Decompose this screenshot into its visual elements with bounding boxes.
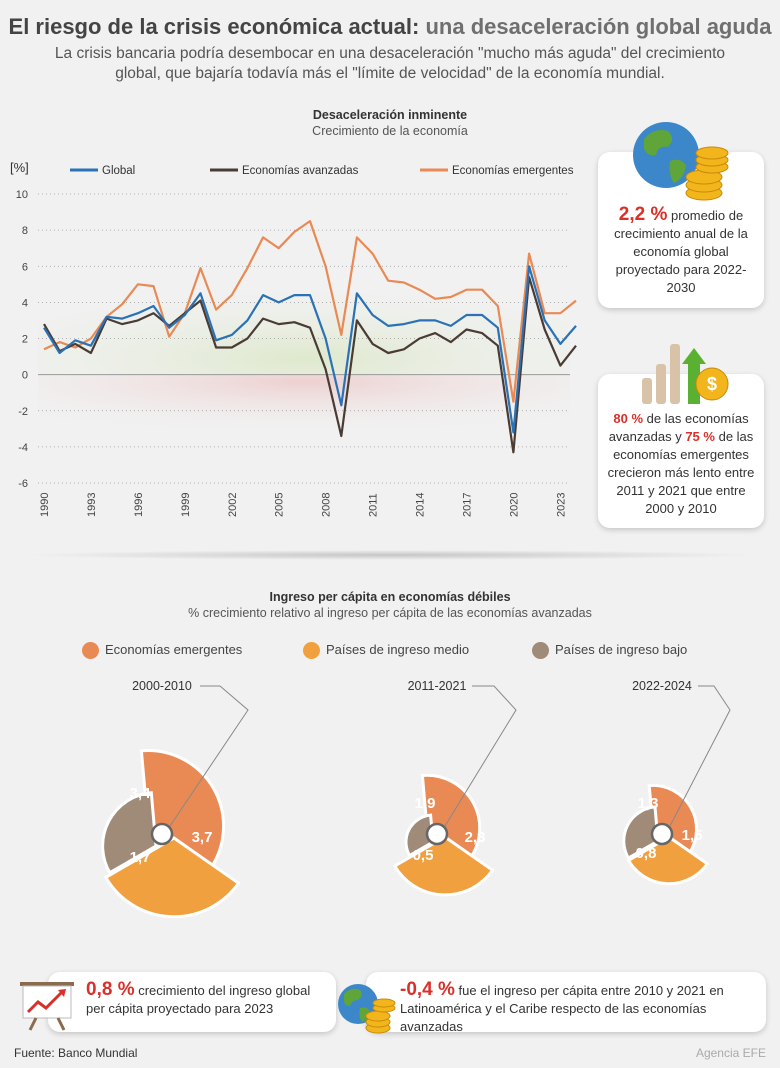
line-chart-subtitle: Crecimiento de la economía [312,124,468,138]
card-slower-growth-text: 80 % de las economías avanzadas y 75 % d… [606,410,756,518]
x-tick-label: 2008 [321,493,333,517]
pie-period-1: 2011-2021 [408,679,467,693]
card1-text: promedio de crecimiento anual de la econ… [614,208,748,295]
x-tick-label: 1996 [133,493,145,517]
x-tick-label: 2023 [555,493,567,517]
positive-zone-bg [38,266,570,375]
legend-bajo: Países de ingreso bajo [532,642,688,660]
y-tick-label: -4 [18,442,28,454]
pie-center-0 [150,822,174,846]
card3-text: crecimiento del ingreso global per cápit… [86,983,311,1016]
y-tick-label: -2 [18,406,28,418]
series-line-1 [43,275,577,454]
card3-value: 0,8 % [86,979,135,1000]
card-latam: -0,4 % fue el ingreso per cápita entre 2… [366,972,766,1034]
pie-slice-1-2 [404,813,435,858]
pie-leader-0 [169,685,249,827]
x-tick-label: 2005 [274,493,286,517]
x-tick-label: 1999 [180,493,192,517]
line-chart-title: Desaceleración inminente [312,108,468,122]
legend-dot-emergentes [82,642,99,660]
y-tick-label: -6 [18,478,28,490]
x-tick-label: 2011 [368,493,380,517]
y-tick-label: 4 [22,297,28,309]
y-tick-label: 8 [22,225,28,237]
pie-label-2-2: 0,8 [636,845,657,862]
pie-slice-2-2 [622,805,660,861]
card2-text2: de las economías emergentes crecieron má… [607,429,755,516]
x-tick-label: 2017 [461,493,473,517]
y-tick-label: 6 [22,261,28,273]
bar-growth-coin-icon: $ [642,344,729,404]
x-tick-label: 2014 [415,493,427,517]
page-subtitle: La crisis bancaria podría desembocar en … [54,45,726,82]
globe-coins-small-icon [338,984,396,1034]
pie-label-1-1: 2,3 [465,829,486,846]
legend-label-emergentes: Economías emergentes [105,642,243,657]
pie-slice-1-1 [392,835,495,897]
title-main: El riesgo de la crisis económica actual: [8,14,420,39]
svg-text:$: $ [707,374,717,394]
pie-label-0-0: 3,4 [130,785,152,802]
pie-slice-2-1 [626,835,710,886]
y-tick-label: 2 [22,334,28,346]
x-tick-label: 2002 [227,493,239,517]
page-title: El riesgo de la crisis económica actual:… [0,14,780,40]
section-divider [20,550,760,560]
pie-period-0: 2000-2010 [132,679,192,693]
card2-value1: 80 % [613,411,644,426]
legend-medio: Países de ingreso medio [303,642,470,660]
pie-leader-2 [669,685,731,827]
pie-slice-0-2 [101,791,158,875]
card-global-growth-text: 2,2 % promedio de crecimiento anual de l… [606,204,756,297]
card4-value: -0,4 % [400,979,455,1000]
y-tick-label: 0 [22,370,28,382]
pie-label-0-2: 1,7 [130,849,151,866]
legend-emergentes: Economías emergentes [82,642,243,660]
title-accent: una desaceleración global aguda [425,14,772,39]
series-line-2 [43,219,577,403]
x-tick-label: 1990 [39,493,51,517]
x-tick-label: 2020 [508,493,520,517]
card-latam-text: -0,4 % fue el ingreso per cápita entre 2… [400,979,760,1036]
pie-label-1-2: 0,5 [413,847,434,864]
pie-chart-subtitle: % crecimiento relativo al ingreso per cá… [188,606,592,620]
legend-label-0: Global [102,165,135,177]
pie-center-1 [425,822,449,846]
legend-label-medio: Países de ingreso medio [326,642,470,657]
globe-coins-icon [633,122,729,201]
pie-leader-1 [444,685,517,827]
presentation-chart-icon [20,982,74,1031]
pie-label-2-0: 1,3 [638,795,659,812]
x-tick-label: 1993 [86,493,98,517]
pie-slice-0-0 [139,749,225,872]
pie-center-2 [650,822,674,846]
legend-label-1: Economías avanzadas [242,165,359,177]
y-axis-label: [%] [10,160,29,175]
line-chart: 10 8 6 4 2 0 -2 -4 -6 [%] 1990 1993 1996 1999 2002 2005… [10,160,577,517]
legend-dot-medio [303,642,320,660]
card2-text1: de las economías avanzadas y [608,411,749,444]
y-tick-label: 10 [16,189,28,201]
card4-text: fue el ingreso per cápita entre 2010 y 2… [400,983,724,1034]
card-income-2023: 0,8 % crecimiento del ingreso global per… [48,972,336,1032]
legend-dot-bajo [532,642,549,660]
legend-label-2: Economías emergentes [452,165,574,177]
card1-value: 2,2 % [618,204,668,225]
series-line-0 [43,265,577,434]
pie-label-0-1: 3,7 [192,829,213,846]
pie-label-1-0: 1,9 [415,795,436,812]
pie-label-2-1: 1,5 [682,827,703,844]
legend-label-bajo: Países de ingreso bajo [555,642,688,657]
card-slower-growth: 80 % de las economías avanzadas y 75 % d… [598,374,764,528]
card2-value2: 75 % [685,429,715,444]
footer-source: Fuente: Banco Mundial [14,1046,138,1060]
pie-period-2: 2022-2024 [632,679,692,693]
footer-agency: Agencia EFE [695,1046,766,1060]
pie-charts: 3,4 3,7 1,7 2000-2010 1,9 2,3 0,5 2011-2021 1,3 1… [101,679,731,919]
card-income-2023-text: 0,8 % crecimiento del ingreso global per… [86,979,332,1018]
pie-chart-title: Ingreso per cápita en economías débiles [269,590,511,604]
pie-slice-0-1 [103,836,241,919]
